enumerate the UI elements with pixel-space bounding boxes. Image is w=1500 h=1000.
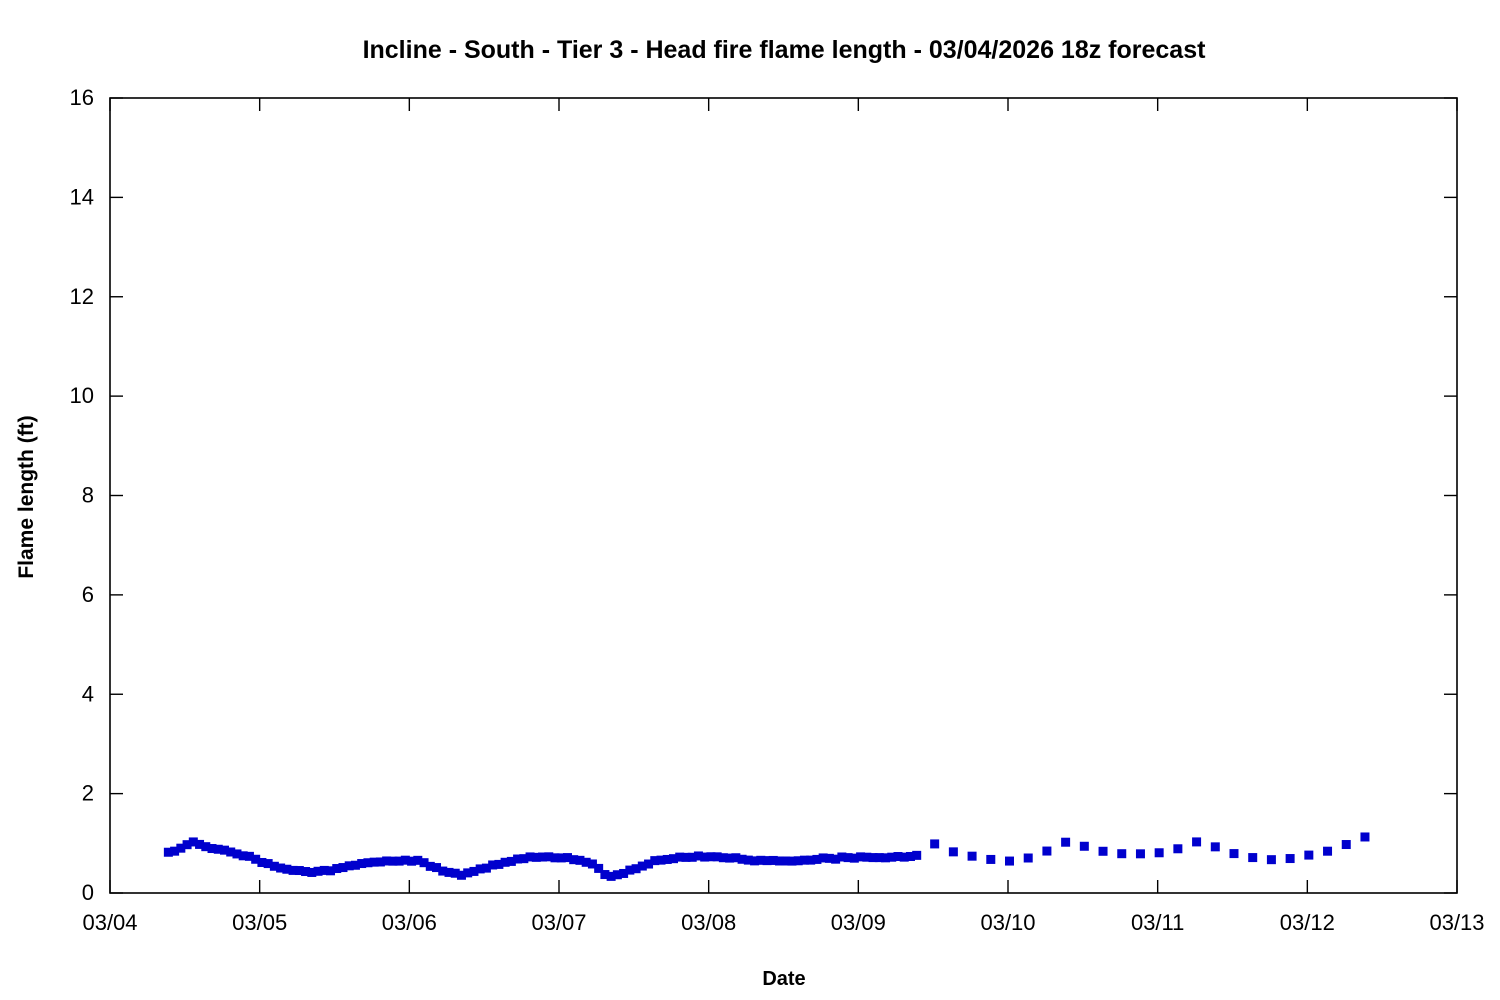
svg-text:16: 16 xyxy=(70,85,94,110)
svg-text:4: 4 xyxy=(82,681,94,706)
svg-text:03/07: 03/07 xyxy=(531,910,586,935)
svg-text:03/13: 03/13 xyxy=(1429,910,1484,935)
svg-text:Flame length (ft): Flame length (ft) xyxy=(15,415,38,578)
svg-text:03/08: 03/08 xyxy=(681,910,736,935)
svg-text:Incline - South - Tier 3 - Hea: Incline - South - Tier 3 - Head fire fla… xyxy=(363,36,1207,64)
svg-text:03/04: 03/04 xyxy=(82,910,137,935)
svg-text:03/10: 03/10 xyxy=(980,910,1035,935)
svg-text:03/06: 03/06 xyxy=(382,910,437,935)
svg-text:03/09: 03/09 xyxy=(831,910,886,935)
svg-text:2: 2 xyxy=(82,781,94,806)
svg-text:Date: Date xyxy=(762,968,805,990)
svg-text:10: 10 xyxy=(70,383,94,408)
svg-text:6: 6 xyxy=(82,582,94,607)
svg-text:14: 14 xyxy=(70,184,94,209)
svg-text:8: 8 xyxy=(82,483,94,508)
svg-text:0: 0 xyxy=(82,880,94,905)
svg-text:12: 12 xyxy=(70,284,94,309)
svg-text:03/12: 03/12 xyxy=(1280,910,1335,935)
svg-text:03/11: 03/11 xyxy=(1131,910,1184,935)
svg-text:03/05: 03/05 xyxy=(232,910,287,935)
